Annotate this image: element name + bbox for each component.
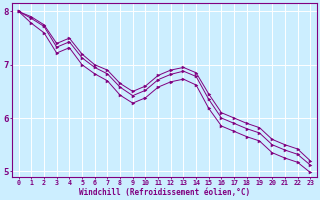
X-axis label: Windchill (Refroidissement éolien,°C): Windchill (Refroidissement éolien,°C) [79,188,250,197]
